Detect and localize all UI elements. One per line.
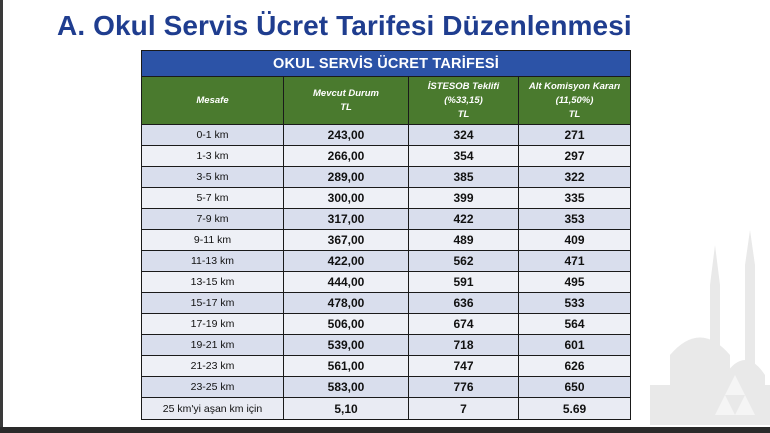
table-row: 19-21 km 539,00 718 601 [141,334,632,356]
current-price-cell: 266,00 [283,145,409,167]
istesob-offer-cell: 776 [408,376,519,398]
table-row: 23-25 km 583,00 776 650 [141,376,632,398]
current-price-cell: 478,00 [283,292,409,314]
istesob-offer-cell: 636 [408,292,519,314]
column-header-line: İSTESOB Teklifi [427,80,500,92]
table-row: 21-23 km 561,00 747 626 [141,355,632,377]
city-skyline-watermark-icon [650,230,770,425]
distance-cell: 13-15 km [141,271,284,293]
current-price-cell: 317,00 [283,208,409,230]
column-header-line: (11,50%) [555,94,594,106]
istesob-offer-cell: 399 [408,187,519,209]
table-banner: OKUL SERVİS ÜCRET TARİFESİ [140,50,632,77]
column-header-line: TL [568,108,581,120]
table-row: 0-1 km 243,00 324 271 [141,124,632,146]
screen-left-edge [0,0,3,433]
current-price-cell: 583,00 [283,376,409,398]
current-price-cell: 422,00 [283,250,409,272]
column-header-0: Mesafe [141,76,284,125]
subcommission-cell: 533 [517,292,632,314]
istesob-offer-cell: 422 [408,208,519,230]
table-banner-row: OKUL SERVİS ÜCRET TARİFESİ [140,50,632,77]
subcommission-cell: 495 [517,271,632,293]
subcommission-cell: 335 [517,187,632,209]
table-row: 13-15 km 444,00 591 495 [141,271,632,293]
distance-cell: 21-23 km [141,355,284,377]
table-row: 1-3 km 266,00 354 297 [141,145,632,167]
current-price-cell: 367,00 [283,229,409,251]
subcommission-cell: 471 [517,250,632,272]
current-price-cell: 539,00 [283,334,409,356]
table-row: 3-5 km 289,00 385 322 [141,166,632,188]
column-header-line: Mesafe [196,94,229,106]
distance-cell: 15-17 km [141,292,284,314]
column-header-2: İSTESOB Teklifi (%33,15) TL [408,76,519,125]
subcommission-cell: 322 [517,166,632,188]
distance-cell: 11-13 km [141,250,284,272]
istesob-offer-cell: 674 [408,313,519,335]
subcommission-cell: 353 [517,208,632,230]
istesob-offer-cell: 591 [408,271,519,293]
column-header-line: TL [457,108,470,120]
column-header-line: TL [340,101,352,113]
subcommission-cell: 564 [517,313,632,335]
istesob-offer-cell: 489 [408,229,519,251]
table-row: 15-17 km 478,00 636 533 [141,292,632,314]
current-price-cell: 289,00 [283,166,409,188]
distance-cell: 5-7 km [141,187,284,209]
current-price-cell: 300,00 [283,187,409,209]
column-header-line: Mevcut Durum [313,87,379,99]
istesob-offer-cell: 324 [408,124,519,146]
column-header-line: (%33,15) [444,94,483,106]
istesob-offer-cell: 747 [408,355,519,377]
tariff-table: OKUL SERVİS ÜCRET TARİFESİ Mesafe Mevcut … [140,50,632,420]
istesob-offer-cell: 718 [408,334,519,356]
table-row: 7-9 km 317,00 422 353 [141,208,632,230]
column-header-3: Alt Komisyon Kararı (11,50%) TL [517,76,632,125]
table-header-row: Mesafe Mevcut Durum TL İSTESOB Teklifi (%33,… [141,76,632,125]
subcommission-cell: 5.69 [517,397,632,420]
subcommission-cell: 409 [517,229,632,251]
subcommission-cell: 626 [517,355,632,377]
istesob-offer-cell: 354 [408,145,519,167]
current-price-cell: 506,00 [283,313,409,335]
distance-cell: 3-5 km [141,166,284,188]
table-row: 9-11 km 367,00 489 409 [141,229,632,251]
current-price-cell: 561,00 [283,355,409,377]
distance-cell: 19-21 km [141,334,284,356]
current-price-cell: 5,10 [283,397,409,420]
table-body: 0-1 km 243,00 324 271 1-3 km 266,00 354 297 3-5 … [141,124,632,420]
column-header-1: Mevcut Durum TL [283,76,409,125]
table-row: 17-19 km 506,00 674 564 [141,313,632,335]
current-price-cell: 243,00 [283,124,409,146]
istesob-offer-cell: 562 [408,250,519,272]
table-row: 5-7 km 300,00 399 335 [141,187,632,209]
istesob-offer-cell: 385 [408,166,519,188]
istesob-offer-cell: 7 [408,397,519,420]
distance-cell: 23-25 km [141,376,284,398]
distance-cell: 0-1 km [141,124,284,146]
current-price-cell: 444,00 [283,271,409,293]
screen-bottom-edge [0,427,770,433]
subcommission-cell: 271 [517,124,632,146]
distance-cell: 17-19 km [141,313,284,335]
page-title: A. Okul Servis Ücret Tarifesi Düzenlenme… [57,10,632,41]
distance-cell: 7-9 km [141,208,284,230]
subcommission-cell: 297 [517,145,632,167]
subcommission-cell: 601 [517,334,632,356]
subcommission-cell: 650 [517,376,632,398]
distance-cell: 25 km'yi aşan km için [141,397,284,420]
distance-cell: 1-3 km [141,145,284,167]
table-row: 11-13 km 422,00 562 471 [141,250,632,272]
distance-cell: 9-11 km [141,229,284,251]
table-row: 25 km'yi aşan km için 5,10 7 5.69 [141,397,632,420]
column-header-line: Alt Komisyon Kararı [528,80,621,92]
